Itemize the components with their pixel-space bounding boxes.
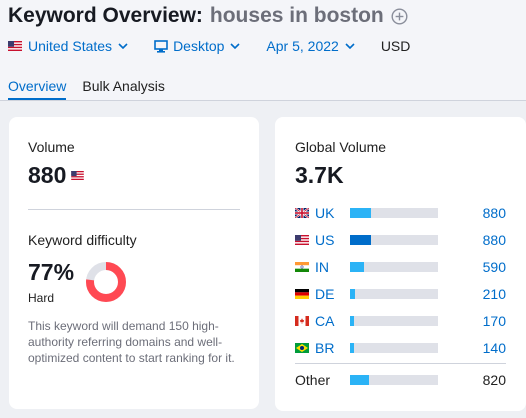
volume-value-row: 880 (28, 162, 85, 189)
country-code-in[interactable]: IN (315, 259, 329, 275)
volume-bar-track (350, 316, 438, 326)
country-volume-ca[interactable]: 170 (482, 313, 506, 329)
volume-bar-ca (350, 316, 355, 326)
add-to-list-icon[interactable] (391, 7, 408, 25)
country-volume-de[interactable]: 210 (482, 286, 506, 302)
country-row-us: US 880 (295, 230, 517, 250)
global-volume-label: Global Volume (295, 139, 387, 155)
country-volume-uk[interactable]: 880 (482, 205, 506, 221)
kd-description: This keyword will demand 150 high-author… (28, 319, 235, 365)
global-volume-card: Global Volume 3.7K UK 880 (275, 117, 526, 411)
volume-bar-in (350, 262, 365, 272)
country-row-uk: UK 880 (295, 203, 517, 223)
currency-label: USD (380, 38, 411, 54)
other-label: Other (295, 372, 331, 388)
list-divider (295, 363, 506, 364)
database-selector-label: United States (28, 38, 113, 54)
tab-overview[interactable]: Overview (8, 78, 67, 100)
country-row-in: IN 590 (295, 257, 517, 277)
volume-bar-us (350, 235, 372, 245)
us-flag-icon (295, 235, 309, 245)
volume-card: Volume 880 Keyword difficulty 77% Hard T… (9, 117, 259, 409)
kd-value: 77% (28, 259, 75, 285)
volume-value: 880 (28, 162, 67, 188)
volume-bar-track (350, 375, 438, 385)
volume-label: Volume (28, 139, 75, 155)
device-selector-label: Desktop (173, 38, 225, 54)
card-divider (28, 209, 240, 210)
date-selector[interactable]: Apr 5, 2022 (266, 38, 355, 54)
chevron-down-icon (230, 43, 240, 49)
volume-bar-track (350, 262, 438, 272)
volume-bar-track (350, 235, 438, 245)
kd-donut-arc (86, 262, 126, 302)
country-volume-in[interactable]: 590 (482, 259, 506, 275)
kd-donut-chart (86, 262, 126, 302)
kd-level-label: Hard (28, 291, 55, 305)
date-selector-label: Apr 5, 2022 (266, 38, 339, 54)
filter-bar: United States Desktop Apr 5, 2022 USD (8, 38, 410, 54)
volume-bar-track (350, 343, 438, 353)
country-code-br[interactable]: BR (315, 340, 335, 356)
country-volume-us[interactable]: 880 (482, 232, 506, 248)
page-title-row: Keyword Overview: houses in boston (8, 4, 408, 28)
page-title: Keyword Overview: (8, 4, 203, 27)
kd-label: Keyword difficulty (28, 232, 137, 248)
chevron-down-icon (345, 43, 355, 49)
us-flag-icon (8, 41, 22, 51)
country-code-de[interactable]: DE (315, 286, 335, 302)
tab-bulk-analysis[interactable]: Bulk Analysis (82, 78, 165, 94)
br-flag-icon (295, 343, 309, 353)
de-flag-icon (295, 289, 309, 299)
in-flag-icon (295, 262, 309, 272)
database-selector[interactable]: United States (8, 38, 128, 54)
country-volume-br[interactable]: 140 (482, 340, 506, 356)
volume-bar-track (350, 289, 438, 299)
country-code-uk[interactable]: UK (315, 205, 335, 221)
global-volume-value: 3.7K (295, 162, 344, 188)
page-header: Keyword Overview: houses in boston Unite… (0, 0, 526, 101)
country-row-br: BR 140 (295, 338, 517, 358)
chevron-down-icon (118, 43, 128, 49)
country-code-us[interactable]: US (315, 232, 335, 248)
device-selector[interactable]: Desktop (154, 38, 240, 54)
tab-bar: Overview Bulk Analysis (8, 78, 165, 100)
ca-flag-icon (295, 316, 309, 326)
us-flag-icon (71, 171, 85, 180)
other-volume: 820 (482, 372, 506, 388)
country-row-other: Other 820 (295, 370, 517, 390)
country-row-ca: CA 170 (295, 311, 517, 331)
volume-bar-other (350, 375, 370, 385)
volume-bar-br (350, 343, 354, 353)
volume-bar-track (350, 208, 438, 218)
uk-flag-icon (295, 208, 309, 218)
volume-bar-de (350, 289, 356, 299)
country-code-ca[interactable]: CA (315, 313, 335, 329)
keyword-title: houses in boston (209, 4, 384, 27)
country-row-de: DE 210 (295, 284, 517, 304)
volume-bar-uk (350, 208, 372, 218)
desktop-icon (154, 39, 168, 53)
